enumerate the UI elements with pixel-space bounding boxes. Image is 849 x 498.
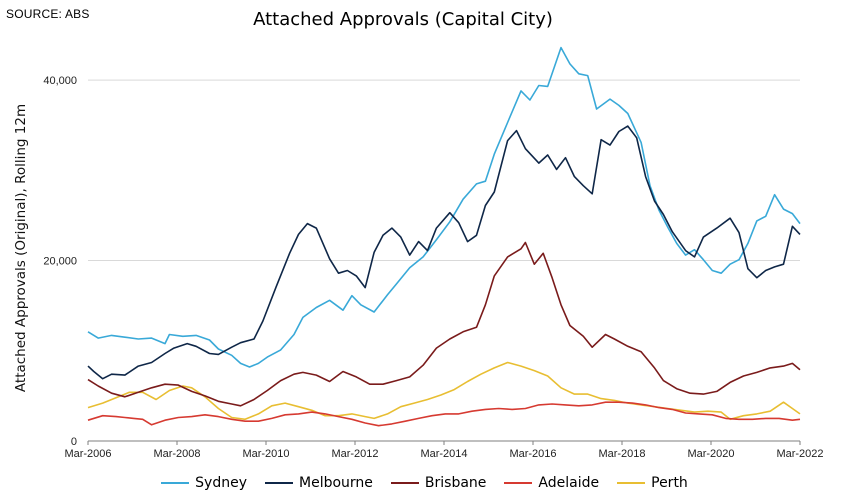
legend-label: Perth <box>651 475 688 491</box>
y-tick-label: 40,000 <box>43 75 77 87</box>
x-tick-label: Mar-2022 <box>776 448 823 460</box>
series-line-adelaide <box>87 401 801 427</box>
x-tick-label: Mar-2012 <box>331 448 378 460</box>
legend-item-perth: Perth <box>617 475 688 491</box>
legend-swatch <box>390 482 419 484</box>
legend-item-brisbane: Brisbane <box>390 475 487 491</box>
legend-label: Adelaide <box>538 475 600 491</box>
series-line-sydney <box>87 46 801 368</box>
series-line-brisbane <box>87 241 801 407</box>
x-tick-label: Mar-2010 <box>242 448 289 460</box>
legend-label: Sydney <box>195 475 248 491</box>
x-tick-label: Mar-2016 <box>509 448 556 460</box>
x-tick-label: Mar-2018 <box>598 448 645 460</box>
legend-swatch <box>265 482 294 484</box>
series-line-perth <box>87 361 801 421</box>
legend-label: Brisbane <box>424 475 487 491</box>
series-line-melbourne <box>87 125 801 380</box>
legend-label: Melbourne <box>299 475 373 491</box>
legend-item-adelaide: Adelaide <box>504 475 599 491</box>
x-tick-label: Mar-2006 <box>64 448 111 460</box>
y-tick-label: 0 <box>71 436 77 448</box>
legend-item-melbourne: Melbourne <box>265 475 373 491</box>
legend-swatch <box>617 482 646 484</box>
chart-title: Attached Approvals (Capital City) <box>253 9 553 30</box>
legend-swatch <box>161 482 190 484</box>
x-tick-label: Mar-2008 <box>153 448 200 460</box>
chart-legend: Sydney Melbourne Brisbane Adelaide Perth <box>0 472 849 491</box>
y-axis-label: Attached Approvals (Original), Rolling 1… <box>13 104 29 392</box>
y-tick-label: 20,000 <box>43 256 77 268</box>
x-tick-label: Mar-2020 <box>687 448 734 460</box>
legend-item-sydney: Sydney <box>161 475 247 491</box>
x-tick-label: Mar-2014 <box>420 448 467 460</box>
source-note: SOURCE: ABS <box>6 7 90 21</box>
legend-swatch <box>504 482 533 484</box>
